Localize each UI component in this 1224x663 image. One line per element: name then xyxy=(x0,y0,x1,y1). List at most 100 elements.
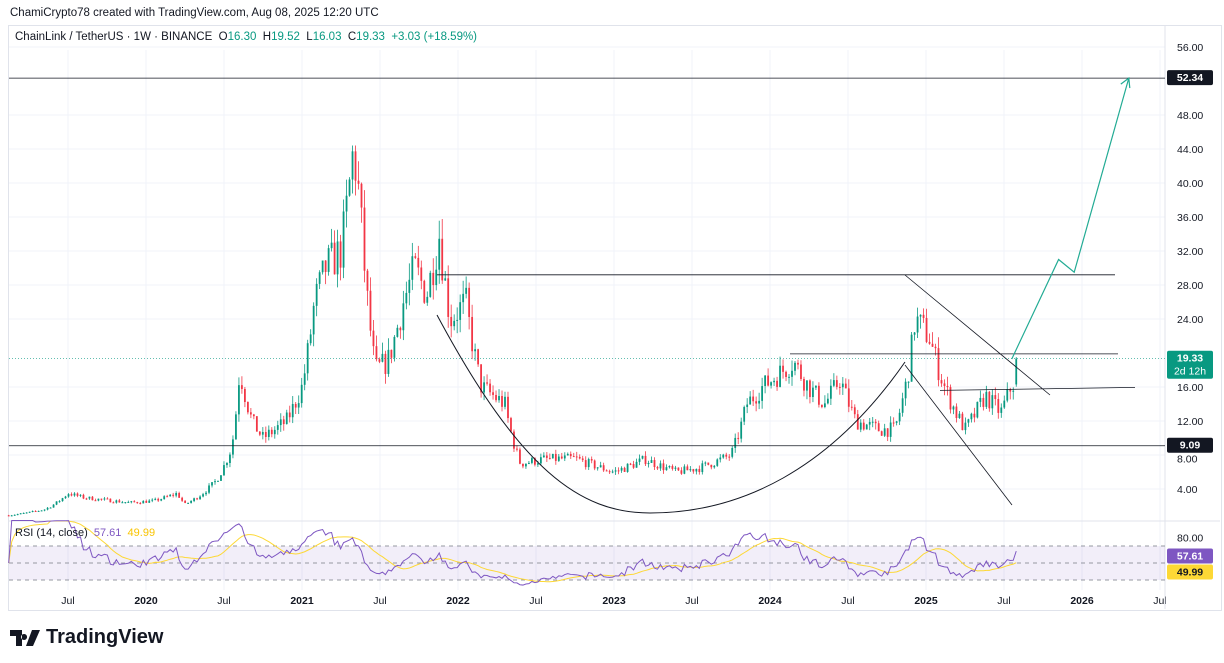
candle-body xyxy=(270,429,273,435)
candle-body xyxy=(569,453,572,457)
close-label: C xyxy=(347,31,357,43)
price-tag-last-bg xyxy=(1167,350,1213,379)
candle-body xyxy=(235,414,237,440)
candle-body xyxy=(788,376,790,378)
candle-body xyxy=(946,385,949,388)
candle-body xyxy=(52,504,55,508)
candle-body xyxy=(701,463,704,473)
price-tag-52-bg xyxy=(1167,70,1213,86)
candle-body xyxy=(889,422,892,437)
candle-body xyxy=(16,514,19,516)
candle-body xyxy=(785,371,787,377)
candle-body xyxy=(623,467,626,472)
candle-body xyxy=(653,460,656,468)
candle-body xyxy=(22,512,25,514)
y-tick-label: 28.00 xyxy=(1177,280,1203,292)
candle-body xyxy=(351,151,354,180)
candle-body xyxy=(486,382,488,384)
candle-body xyxy=(659,463,662,469)
candle-body xyxy=(208,485,210,493)
candle-body xyxy=(593,460,596,469)
candle-body xyxy=(217,480,219,482)
candle-body xyxy=(220,475,222,481)
candle-body xyxy=(393,336,396,358)
candle-body xyxy=(880,431,883,436)
candle-body xyxy=(435,269,438,286)
candle-body xyxy=(710,464,713,468)
candle-body xyxy=(563,455,566,459)
candle-body xyxy=(528,462,530,464)
x-tick-label: Jul xyxy=(841,595,854,607)
candle-body xyxy=(794,362,796,371)
candle-body xyxy=(614,470,617,472)
candle-body xyxy=(803,378,805,391)
candle-body xyxy=(354,151,357,181)
candle-body xyxy=(423,280,426,303)
candle-body xyxy=(82,494,85,499)
candle-body xyxy=(327,248,330,272)
candle-body xyxy=(85,498,88,500)
candle-body xyxy=(668,466,671,468)
candle-body xyxy=(922,314,925,318)
candle-body xyxy=(264,431,267,437)
candle-body xyxy=(468,287,471,317)
candle-body xyxy=(244,388,246,402)
candle-body xyxy=(360,183,363,208)
candle-body xyxy=(755,401,758,404)
candle-body xyxy=(507,396,509,419)
candle-body xyxy=(707,462,710,465)
candle-body xyxy=(988,391,991,409)
candle-body xyxy=(743,407,746,422)
candle-body xyxy=(1000,407,1003,413)
candle-body xyxy=(187,502,189,504)
rsi-legend: RSI (14, close) 57.61 49.99 xyxy=(15,527,155,539)
candle-body xyxy=(973,413,976,418)
candle-body xyxy=(692,469,695,472)
candle-body xyxy=(130,501,133,503)
candle-body xyxy=(420,267,423,281)
candle-body xyxy=(285,412,288,425)
candle-body xyxy=(844,383,847,389)
candle-body xyxy=(590,459,593,461)
candle-body xyxy=(471,316,474,352)
candle-body xyxy=(76,493,79,496)
candle-body xyxy=(10,515,13,517)
candle-body xyxy=(865,424,868,430)
candle-body xyxy=(124,502,127,504)
candle-body xyxy=(656,467,659,469)
candle-body xyxy=(384,353,387,374)
candle-body xyxy=(184,500,187,503)
candle-body xyxy=(372,330,375,347)
candle-body xyxy=(647,462,650,465)
candle-body xyxy=(429,272,432,297)
x-tick-label: Jul xyxy=(217,595,230,607)
candle-body xyxy=(196,498,198,500)
candle-body xyxy=(892,422,895,424)
candle-body xyxy=(336,241,339,275)
candle-body xyxy=(19,513,22,515)
candle-body xyxy=(578,456,581,459)
candle-body xyxy=(118,500,121,503)
candle-body xyxy=(934,346,937,349)
candle-body xyxy=(859,422,862,430)
candle-body xyxy=(202,494,204,497)
candle-body xyxy=(617,470,620,472)
y-tick-label: 32.00 xyxy=(1177,246,1203,258)
candle-body xyxy=(749,396,752,405)
candle-body xyxy=(459,302,462,320)
candle-body xyxy=(626,463,629,472)
channel-lower-line xyxy=(904,364,1013,506)
tradingview-logo[interactable]: TradingView xyxy=(10,626,163,649)
candle-body xyxy=(662,463,665,471)
candle-body xyxy=(910,334,913,382)
candle-body xyxy=(241,385,243,389)
y-tick-label: 16.00 xyxy=(1177,382,1203,394)
candle-body xyxy=(249,412,252,415)
candle-body xyxy=(31,511,34,513)
candle-body xyxy=(877,423,880,432)
credit-text: ChamiCrypto78 created with TradingView.c… xyxy=(10,7,379,19)
candle-body xyxy=(931,343,934,347)
candle-body xyxy=(608,471,611,473)
candle-body xyxy=(34,511,37,513)
